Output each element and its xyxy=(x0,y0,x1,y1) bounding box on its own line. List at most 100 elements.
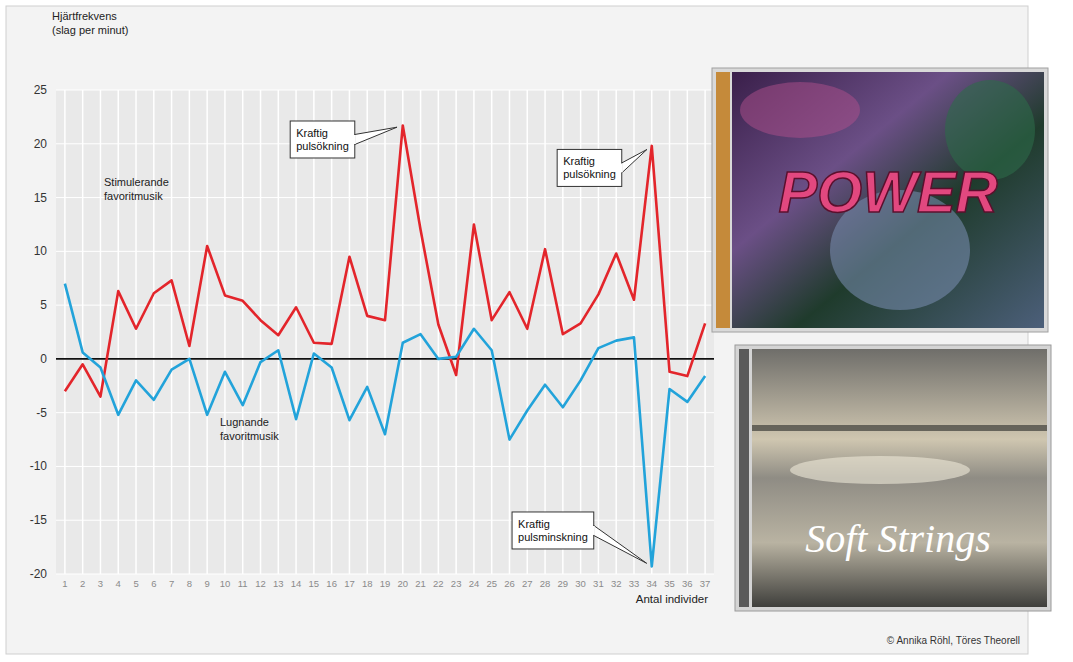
y-tick-label: 25 xyxy=(34,83,48,97)
x-tick-label: 32 xyxy=(611,578,622,589)
x-tick-label: 28 xyxy=(540,578,551,589)
x-tick-label: 7 xyxy=(169,578,174,589)
cd-case xyxy=(712,68,1048,332)
x-grid-line xyxy=(242,90,244,574)
text-line: Kraftig xyxy=(518,518,550,530)
annotation-pointer xyxy=(622,149,647,172)
x-grid-line xyxy=(117,90,119,574)
lines xyxy=(65,125,705,566)
x-tick-label: 22 xyxy=(433,578,444,589)
x-grid-line xyxy=(295,90,297,574)
cd-art-shape xyxy=(740,82,860,138)
text-line: Stimulerande xyxy=(104,176,169,188)
x-tick-label: 26 xyxy=(504,578,515,589)
annotation: Kraftigpulsminskning xyxy=(512,512,647,563)
y-grid-line xyxy=(56,143,714,144)
x-grid-line xyxy=(455,90,457,574)
y-grid-line xyxy=(56,412,714,413)
x-axis-label: Antal individer xyxy=(636,593,708,605)
x-tick-label: 13 xyxy=(273,578,284,589)
x-grid-line xyxy=(669,90,671,574)
x-grid-line xyxy=(687,90,689,574)
y-tick-label: -15 xyxy=(30,513,48,527)
x-grid-line xyxy=(171,90,173,574)
plot-background xyxy=(56,90,714,574)
y-tick-label: 15 xyxy=(34,191,48,205)
text-line: Kraftig xyxy=(296,127,328,139)
x-grid-line xyxy=(331,90,333,574)
x-grid-line xyxy=(527,90,529,574)
y-grid-line xyxy=(56,358,714,359)
y-tick-label: 0 xyxy=(40,352,47,366)
text-line: favoritmusik xyxy=(220,430,279,442)
series-label: Lugnandefavoritmusik xyxy=(220,416,279,442)
annotation-box xyxy=(290,121,355,158)
annotation-pointer xyxy=(594,525,647,563)
x-grid-line xyxy=(153,90,155,574)
x-tick-label: 31 xyxy=(593,578,604,589)
grid xyxy=(56,90,714,574)
x-tick-label: 23 xyxy=(451,578,462,589)
y-tick-label: 20 xyxy=(34,137,48,151)
x-tick-label: 36 xyxy=(682,578,693,589)
x-tick-label: 33 xyxy=(629,578,640,589)
cd-spine xyxy=(716,72,730,328)
x-grid-line xyxy=(206,90,208,574)
annotation-pointer xyxy=(355,127,397,144)
x-tick-label: 18 xyxy=(362,578,373,589)
cd-spine xyxy=(739,349,749,607)
annotation-pointer-join xyxy=(354,135,356,144)
x-grid-line xyxy=(420,90,422,574)
cd-reflection xyxy=(790,456,970,484)
x-tick-label: 3 xyxy=(98,578,103,589)
x-tick-label: 29 xyxy=(558,578,569,589)
y-axis-label: Hjärtfrekvens(slag per minut) xyxy=(52,10,128,36)
x-grid-line xyxy=(402,90,404,574)
x-tick-label: 8 xyxy=(187,578,192,589)
y-tick-label: -20 xyxy=(30,567,48,581)
x-tick-label: 15 xyxy=(309,578,320,589)
x-tick-label: 5 xyxy=(133,578,138,589)
x-grid-line xyxy=(384,90,386,574)
y-grid-line xyxy=(56,520,714,521)
x-tick-label: 9 xyxy=(205,578,210,589)
x-tick-label: 12 xyxy=(255,578,266,589)
y-tick-label: 10 xyxy=(34,244,48,258)
annotation-pointer-join xyxy=(593,526,595,535)
y-tick-label: -5 xyxy=(36,406,47,420)
cd-horizon xyxy=(752,425,1047,431)
annotation-pointer-join xyxy=(621,163,623,172)
cd-art xyxy=(752,349,1047,607)
x-grid-line xyxy=(64,90,66,574)
text-line: pulsminskning xyxy=(518,531,588,543)
y-grid-line xyxy=(56,305,714,306)
cd-case xyxy=(735,345,1051,611)
x-grid-line xyxy=(224,90,226,574)
x-grid-line xyxy=(509,90,511,574)
series-label: Stimulerandefavoritmusik xyxy=(104,176,169,202)
x-tick-label: 6 xyxy=(151,578,156,589)
y-grid-line xyxy=(56,574,714,575)
x-tick-label: 19 xyxy=(380,578,391,589)
x-grid-line xyxy=(438,90,440,574)
annotation-text: Kraftigpulsökning xyxy=(296,127,349,152)
x-tick-label: 4 xyxy=(116,578,121,589)
x-tick-label: 35 xyxy=(664,578,675,589)
y-tick-label: 5 xyxy=(40,298,47,312)
source-credit: © Annika Röhl, Töres Theorell xyxy=(887,635,1020,646)
text-line: (slag per minut) xyxy=(52,24,128,36)
annotation-text: Kraftigpulsminskning xyxy=(518,518,588,543)
x-tick-label: 21 xyxy=(415,578,426,589)
cd-art xyxy=(732,72,1044,328)
x-tick-label: 11 xyxy=(238,578,248,589)
text-line: pulsökning xyxy=(296,140,349,152)
x-tick-label: 2 xyxy=(80,578,85,589)
x-grid-line xyxy=(544,90,546,574)
y-grid-line xyxy=(56,466,714,467)
x-grid-line xyxy=(82,90,84,574)
x-grid-line xyxy=(349,90,351,574)
x-tick-label: 27 xyxy=(522,578,533,589)
annotation-box xyxy=(512,512,594,549)
y-grid-line xyxy=(56,251,714,252)
annotation-text: Kraftigpulsökning xyxy=(563,155,616,180)
